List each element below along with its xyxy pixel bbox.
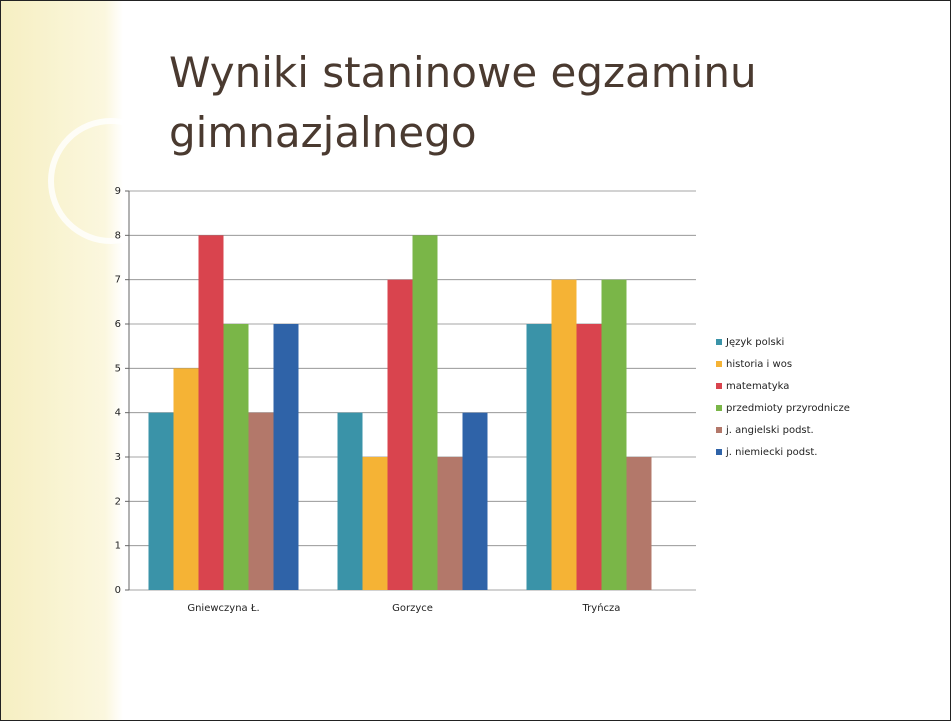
legend-swatch (716, 383, 722, 389)
y-tick-label: 2 (115, 496, 121, 507)
bar (198, 235, 224, 591)
bar (576, 324, 602, 590)
bar (248, 412, 274, 590)
bar (273, 324, 299, 590)
y-tick-label: 8 (115, 230, 121, 241)
bar (412, 235, 438, 591)
bar (387, 279, 413, 590)
bar (437, 457, 463, 590)
y-tick-label: 5 (115, 363, 121, 374)
y-tick-label: 9 (115, 186, 121, 197)
legend-swatch (716, 427, 722, 433)
legend-swatch (716, 361, 722, 367)
y-tick-label: 7 (115, 275, 121, 286)
bar (148, 412, 174, 590)
bar (223, 324, 249, 590)
y-tick-label: 1 (115, 541, 121, 552)
bar (626, 457, 652, 590)
y-tick-label: 3 (115, 452, 121, 463)
y-tick-label: 6 (115, 319, 121, 330)
bar (462, 412, 488, 590)
legend-label: przedmioty przyrodnicze (726, 403, 850, 414)
legend-label: matematyka (726, 381, 789, 392)
x-tick-label: Tryńcza (582, 602, 621, 614)
legend-swatch (716, 405, 722, 411)
decoration (48, 118, 174, 244)
bar (362, 457, 388, 590)
legend-swatch (716, 449, 722, 455)
legend-label: j. niemiecki podst. (725, 447, 817, 458)
legend-label: historia i wos (726, 359, 792, 370)
y-tick-label: 4 (115, 408, 121, 419)
bar (337, 412, 363, 590)
x-tick-label: Gorzyce (392, 603, 433, 614)
bar (601, 279, 627, 590)
bar (173, 368, 199, 590)
chart-title: Wyniki staninowe egzaminu gimnazjalnego (169, 48, 757, 157)
legend-label: j. angielski podst. (725, 425, 814, 436)
x-tick-label: Gniewczyna Ł. (187, 603, 259, 614)
bar (551, 279, 577, 590)
y-tick-label: 0 (115, 585, 121, 596)
bar (526, 324, 552, 590)
legend-label: Język polski (725, 337, 784, 348)
legend-swatch (716, 339, 722, 345)
